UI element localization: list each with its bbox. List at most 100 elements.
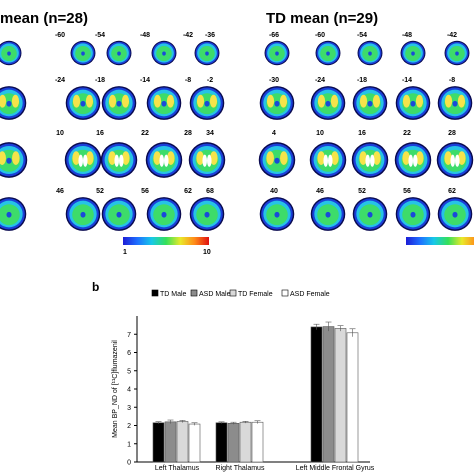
y-tick-label: 2 [127,423,131,430]
right-slice-label: -54 [356,32,368,39]
left-colorbar-min: 1 [123,249,127,256]
legend-label: TD Male [160,291,187,298]
left-slice-label: -14 [139,77,151,84]
left-brain-slice [0,40,22,71]
left-brain-slice [106,40,132,71]
legend-label: TD Female [238,291,273,298]
bar-asd-male [227,423,240,463]
right-slice-label: 40 [270,188,278,195]
right-brain-slice [444,40,470,71]
bar-td-male [215,422,228,463]
left-slice-label: 68 [206,188,214,195]
left-colorbar [123,237,209,245]
left-brain-slice [145,138,183,187]
right-brain-slice [258,138,296,187]
left-slice-label: -54 [94,32,106,39]
legend-swatch [151,289,159,297]
y-tick-label: 7 [127,332,131,339]
y-axis-label: Mean BP_ND of [¹¹C]flumazenil [112,340,119,438]
right-brain-slice [309,138,347,187]
left-slice-label: 46 [56,188,64,195]
left-slice-label: -42 [182,32,194,39]
y-tick-label: 0 [127,460,131,467]
left-brain-slice [64,196,102,237]
legend-swatch [281,289,289,297]
legend-swatch [229,289,237,297]
right-slice-label: 10 [316,130,324,137]
left-brain-slice [145,85,183,126]
right-slice-label: 62 [448,188,456,195]
right-slice-label: -8 [448,77,456,84]
left-brain-slice [194,40,220,71]
bar-asd-female [346,332,359,463]
right-panel-title: TD mean (n=29) [266,10,379,27]
right-slice-label: -18 [356,77,368,84]
left-brain-slice [188,196,226,237]
y-tick-label: 5 [127,368,131,375]
legend-swatch [190,289,198,297]
right-brain-slice [400,40,426,71]
right-brain-slice [351,85,389,126]
right-slice-label: 16 [358,130,366,137]
bar-td-male [152,422,165,463]
left-slice-label: -8 [184,77,192,84]
bar-asd-male [164,421,177,463]
right-slice-label: -24 [314,77,326,84]
left-slice-label: 16 [96,130,104,137]
left-slice-label: -2 [206,77,214,84]
bar-td-female [334,328,347,463]
left-brain-slice [0,138,28,187]
y-tick-label: 4 [127,387,131,394]
right-brain-slice [309,196,347,237]
left-brain-slice [100,138,138,187]
left-slice-label: -48 [139,32,151,39]
left-brain-slice [64,138,102,187]
left-slice-label: 56 [141,188,149,195]
category-label: Right Thalamus [216,465,265,472]
left-slice-label: 52 [96,188,104,195]
left-colorbar-max: 10 [203,249,211,256]
category-label: Left Thalamus [155,465,200,472]
right-slice-label: -66 [268,32,280,39]
right-slice-label: -42 [446,32,458,39]
left-brain-slice [0,85,28,126]
left-brain-slice [151,40,177,71]
legend-label: ASD Female [290,291,330,298]
right-slice-label: -30 [268,77,280,84]
bar-asd-male [322,326,335,463]
left-brain-slice [100,196,138,237]
left-slice-label: 22 [141,130,149,137]
left-slice-label: 62 [184,188,192,195]
right-slice-label: 22 [403,130,411,137]
legend-label: ASD Male [199,291,231,298]
right-brain-slice [436,138,474,187]
left-slice-label: 28 [184,130,192,137]
right-slice-label: 28 [448,130,456,137]
bar-asd-female [251,421,264,463]
left-panel-title: mean (n=28) [0,10,88,27]
left-slice-label: 10 [56,130,64,137]
left-brain-slice [64,85,102,126]
left-brain-slice [0,196,28,237]
y-tick-label: 6 [127,350,131,357]
left-slice-label: -24 [54,77,66,84]
left-brain-slice [145,196,183,237]
right-brain-slice [351,196,389,237]
right-brain-slice [394,138,432,187]
right-brain-slice [258,196,296,237]
y-tick-label: 3 [127,405,131,412]
right-brain-slice [315,40,341,71]
right-brain-slice [394,196,432,237]
right-brain-slice [357,40,383,71]
left-slice-label: 34 [206,130,214,137]
right-slice-label: 46 [316,188,324,195]
left-slice-label: -18 [94,77,106,84]
right-slice-label: 4 [272,130,276,137]
right-colorbar [406,237,474,245]
right-slice-label: -60 [314,32,326,39]
y-tick-label: 1 [127,441,131,448]
left-slice-label: -60 [54,32,66,39]
left-slice-label: -36 [204,32,216,39]
bar-asd-female [188,423,201,463]
